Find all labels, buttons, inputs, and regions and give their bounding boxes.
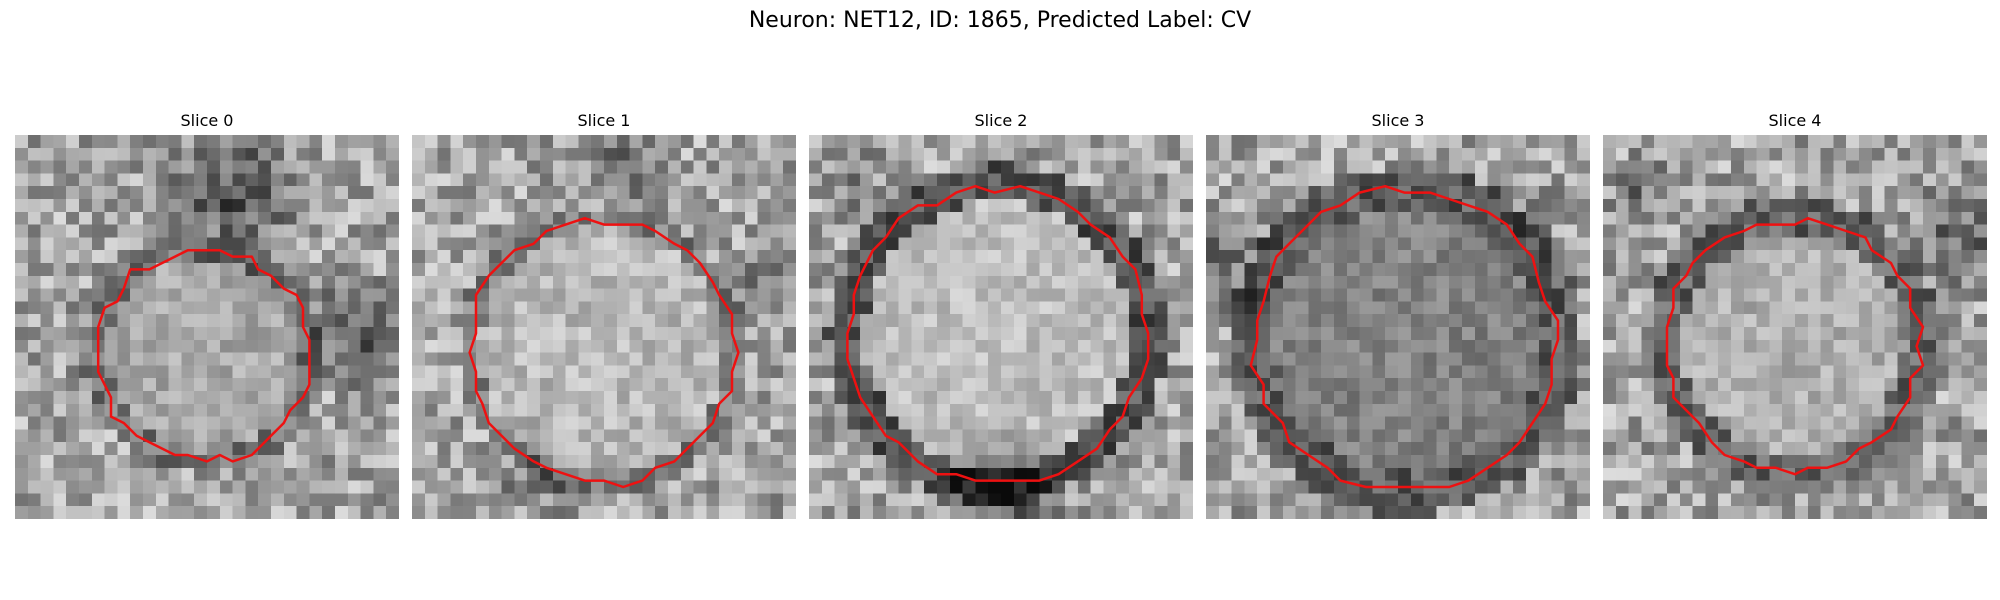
slice-image (412, 135, 796, 519)
slice-title: Slice 2 (974, 111, 1028, 130)
slice-title: Slice 0 (180, 111, 234, 130)
pixel-grid (1603, 135, 1987, 519)
slice-title: Slice 1 (577, 111, 631, 130)
slice-title: Slice 3 (1371, 111, 1425, 130)
slice-panel-1: Slice 1 (412, 110, 796, 519)
segmentation-contour (846, 184, 1150, 482)
segmentation-contour (1665, 216, 1925, 476)
pixel-grid (412, 135, 796, 519)
segmentation-contour (468, 216, 740, 489)
segmentation-contour (1249, 184, 1560, 489)
slice-panel-0: Slice 0 (15, 110, 399, 519)
pixel-grid (1206, 135, 1590, 519)
slice-panel-2: Slice 2 (809, 110, 1193, 519)
pixel-grid (809, 135, 1193, 519)
slice-panel-3: Slice 3 (1206, 110, 1590, 519)
slice-image (1206, 135, 1590, 519)
slice-title: Slice 4 (1768, 111, 1822, 130)
slice-image (15, 135, 399, 519)
slice-image (1603, 135, 1987, 519)
figure-title: Neuron: NET12, ID: 1865, Predicted Label… (748, 8, 1252, 33)
slice-panel-4: Slice 4 (1603, 110, 1987, 519)
slice-image (809, 135, 1193, 519)
segmentation-contour (96, 248, 311, 463)
